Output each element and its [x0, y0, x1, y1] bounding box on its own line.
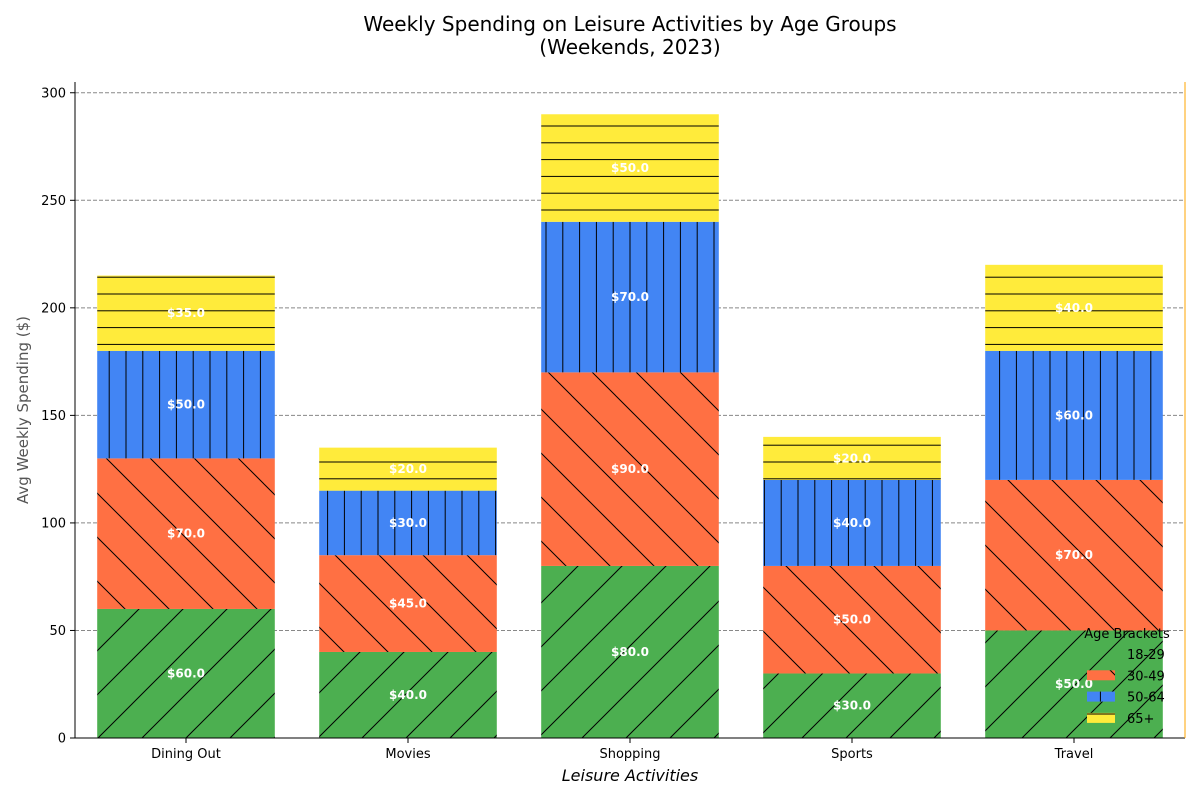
y-tick-label: 100 — [41, 516, 66, 531]
bar-segment — [541, 114, 719, 222]
bar-segment — [763, 673, 941, 738]
bar-segment — [97, 458, 275, 609]
bar-value-label: $30.0 — [833, 699, 871, 713]
bar-segment — [97, 275, 275, 351]
axes-layer: Dining Out Movies Shopping Sports Travel 0 50 1… — [41, 82, 1186, 762]
chart-subtitle: (Weekends, 2023) — [539, 35, 720, 59]
bar-value-label: $70.0 — [167, 527, 205, 541]
bar-value-label: $90.0 — [611, 462, 649, 476]
legend-swatch — [1087, 670, 1115, 681]
legend-entry-label: 65+ — [1127, 712, 1154, 727]
bar-value-label: $40.0 — [833, 516, 871, 530]
bar-value-label: $20.0 — [389, 462, 427, 476]
legend: Age Brackets 18-29 30-49 50-64 65+ — [1084, 627, 1170, 727]
bar-segment — [763, 565, 941, 674]
bar-value-label: $50.0 — [833, 613, 871, 627]
y-tick-label: 50 — [49, 624, 66, 639]
x-tick-label: Dining Out — [151, 747, 221, 762]
bar-value-label: $20.0 — [833, 451, 871, 465]
y-tick-label: 200 — [41, 301, 66, 316]
y-tick-label: 300 — [41, 86, 66, 101]
bar-value-label: $35.0 — [167, 306, 205, 320]
bar-value-label: $50.0 — [611, 161, 649, 175]
bar-segment — [541, 565, 719, 738]
bar-value-label: $80.0 — [611, 645, 649, 659]
bar-segment — [985, 479, 1163, 631]
x-axis-label: Leisure Activities — [562, 766, 698, 785]
bar-value-label: $50.0 — [167, 398, 205, 412]
bar-segment — [97, 350, 275, 459]
bar-segment — [319, 651, 497, 738]
bar-segment — [985, 630, 1163, 738]
bar-segment — [319, 447, 497, 491]
bar-segment — [985, 350, 1163, 480]
bar-value-label: $60.0 — [1055, 408, 1093, 422]
bar-segment — [541, 221, 719, 373]
x-tick-label: Sports — [831, 747, 873, 762]
legend-entry-label: 50-64 — [1127, 691, 1165, 706]
bar-segment — [541, 372, 719, 566]
bar-value-label: $70.0 — [611, 290, 649, 304]
bar-value-label: $45.0 — [389, 597, 427, 611]
y-tick-label: 150 — [41, 409, 66, 424]
legend-swatch — [1087, 649, 1115, 659]
bars-layer — [97, 114, 1163, 738]
y-tick-label: 0 — [58, 732, 66, 747]
bar-segment — [319, 490, 497, 556]
y-axis-label: Avg Weekly Spending ($) — [14, 316, 32, 504]
x-tick-label: Travel — [1054, 747, 1094, 762]
bar-value-label: $50.0 — [1055, 677, 1093, 691]
bar-value-label: $40.0 — [389, 688, 427, 702]
bar-segment — [763, 479, 941, 566]
x-tick-label: Shopping — [599, 747, 660, 762]
bar-value-label: $30.0 — [389, 516, 427, 530]
bar-value-label: $40.0 — [1055, 301, 1093, 315]
bar-segment — [985, 264, 1163, 351]
data-labels-layer: $60.0 $70.0 $50.0 $35.0 $40.0 $45.0 $30.0 $20.0… — [167, 161, 1093, 713]
legend-title: Age Brackets — [1084, 627, 1170, 642]
legend-swatch — [1087, 691, 1115, 702]
legend-entry-label: 18-29 — [1127, 648, 1165, 663]
bar-segment — [763, 436, 941, 480]
bar-segment — [319, 555, 497, 652]
bar-value-label: $70.0 — [1055, 548, 1093, 562]
x-tick-label: Movies — [385, 747, 430, 762]
bar-segment — [97, 608, 275, 738]
legend-swatch — [1087, 712, 1115, 723]
y-tick-label: 250 — [41, 194, 66, 209]
legend-entry-label: 30-49 — [1127, 669, 1165, 684]
chart-title: Weekly Spending on Leisure Activities by… — [363, 12, 896, 36]
bar-value-label: $60.0 — [167, 666, 205, 680]
